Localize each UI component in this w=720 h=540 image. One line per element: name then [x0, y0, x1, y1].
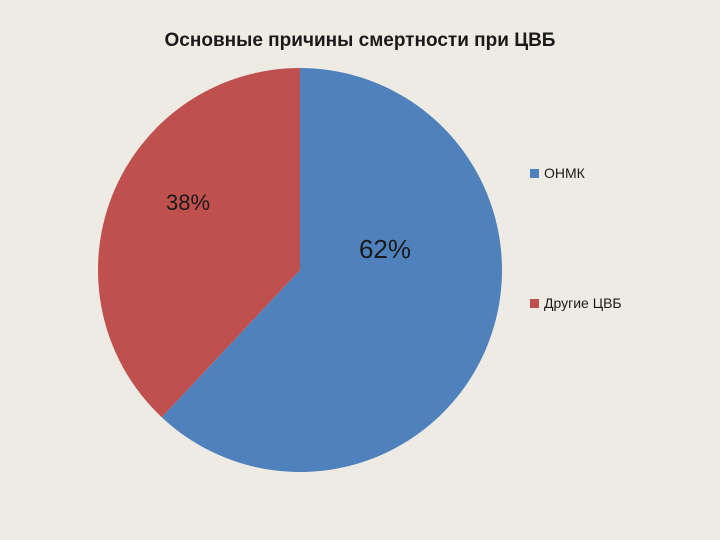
data-label-onmk: 62%: [359, 234, 411, 264]
legend-label-onmk: ОНМК: [544, 165, 585, 181]
legend-swatch-other: [530, 298, 539, 308]
pie-slice-other: [98, 68, 300, 418]
pie-slice-onmk: [161, 68, 503, 472]
legend-item-other: Другие ЦВБ: [530, 295, 622, 311]
data-label-other: 38%: [166, 190, 210, 215]
legend-label-other: Другие ЦВБ: [544, 295, 622, 311]
legend-item-onmk: ОНМК: [530, 165, 585, 181]
legend-swatch-onmk: [530, 168, 539, 178]
chart-title: Основные причины смертности при ЦВБ: [164, 30, 556, 51]
